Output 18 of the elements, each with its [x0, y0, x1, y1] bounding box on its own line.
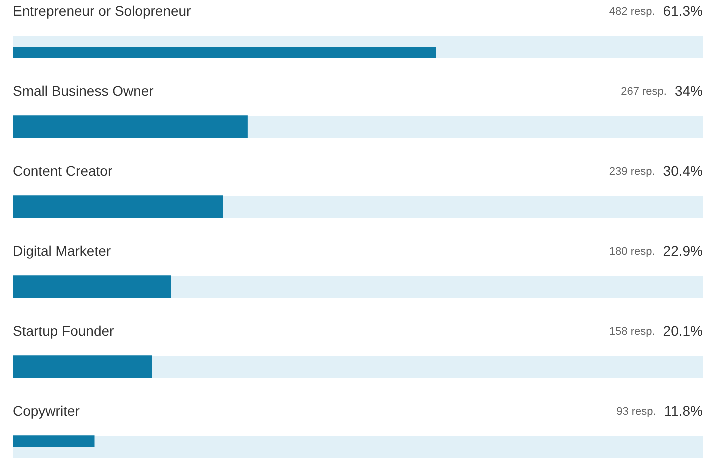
- annotation: 93 resp.: [616, 406, 656, 418]
- y-tick-label: Entrepreneur or Solopreneur: [13, 2, 192, 19]
- annotation: 180 resp.: [609, 246, 656, 258]
- y-tick-label: Digital Marketer: [13, 242, 112, 259]
- data-label: 61.3%: [663, 2, 703, 19]
- annotation: 267 resp.: [621, 86, 667, 98]
- annotation: 239 resp.: [609, 166, 656, 178]
- annotation: 158 resp.: [609, 326, 656, 338]
- annotation: 482 resp.: [609, 6, 656, 18]
- y-tick-label: Startup Founder: [13, 322, 115, 339]
- data-label: 34%: [674, 82, 703, 99]
- y-tick-label: Content Creator: [13, 162, 113, 179]
- y-tick-label: Copywriter: [13, 402, 80, 419]
- data-label: 20.1%: [663, 322, 703, 339]
- data-label: 22.9%: [663, 242, 703, 259]
- y-tick-label: Small Business Owner: [13, 82, 154, 99]
- data-label: 11.8%: [664, 402, 703, 419]
- data-label: 30.4%: [663, 162, 703, 179]
